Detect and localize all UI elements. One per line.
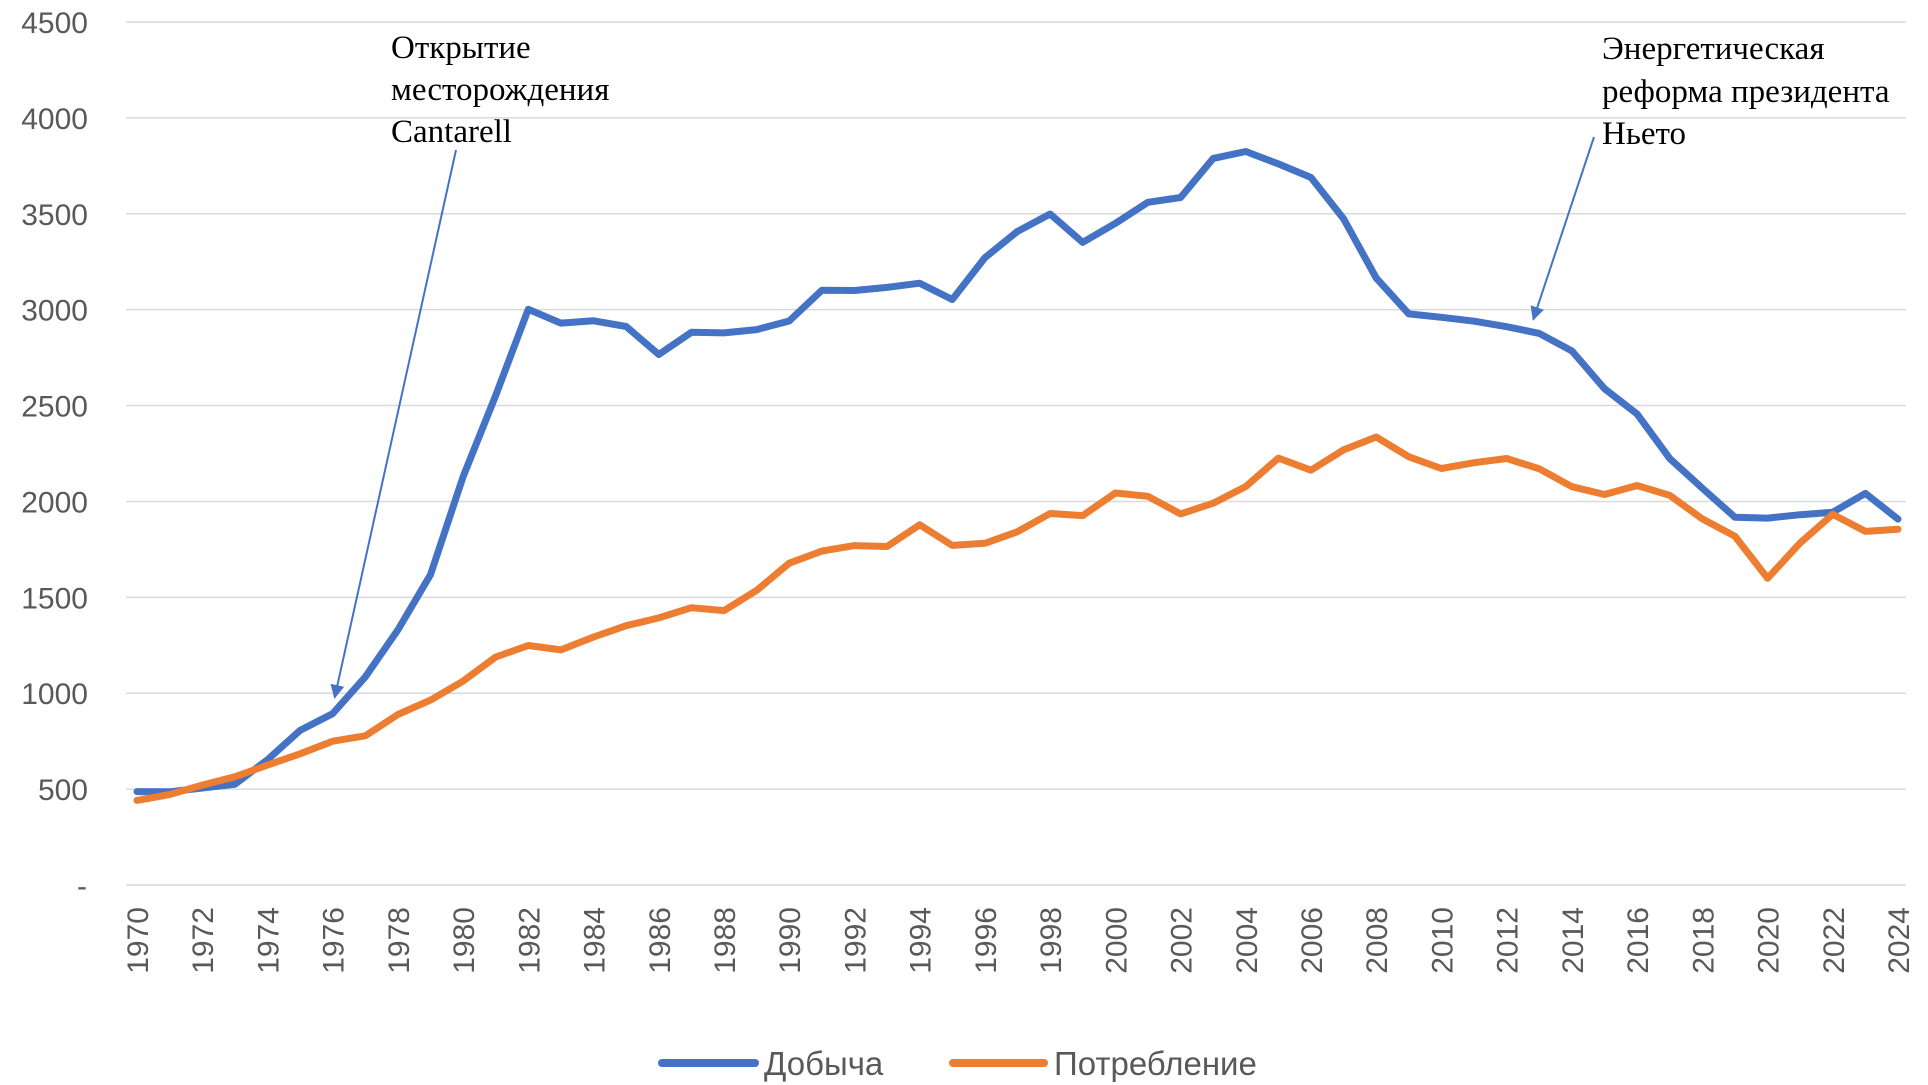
x-tick-label: 1994 [905,907,938,974]
x-tick-label: 1970 [122,907,155,974]
annotation-nieto-line3: Ньето [1602,116,1686,152]
x-tick-label: 1996 [970,907,1003,974]
x-tick-label: 2006 [1296,907,1329,974]
x-tick-label: 2024 [1883,907,1916,974]
annotation-cantarell: Открытие месторождения Cantarell [330,30,609,699]
annotation-cantarell-line1: Открытие [391,30,531,66]
y-tick-label: 3500 [21,199,88,232]
x-tick-label: 2002 [1166,907,1199,974]
y-tick-label: 500 [38,774,88,807]
x-tick-label: 2004 [1231,907,1264,974]
x-tick-label: 2008 [1361,907,1394,974]
x-tick-label: 1984 [579,907,612,974]
x-tick-label: 1982 [513,907,546,974]
series-lines [133,148,1902,804]
y-tick-label: 4000 [21,103,88,136]
x-tick-label: 2022 [1818,907,1851,974]
x-tick-label: 2014 [1557,907,1590,974]
annotation-nieto-arrow [1530,136,1595,321]
x-tick-label: 1974 [252,907,285,974]
x-tick-label: 2000 [1100,907,1133,974]
y-tick-label: 1500 [21,582,88,615]
legend-item-consumption: Потребление [949,1045,1257,1082]
y-tick-label: 3000 [21,295,88,328]
annotation-cantarell-line2: месторождения [391,72,609,108]
x-tick-label: 2012 [1492,907,1525,974]
gridlines [126,21,1906,886]
legend-label-consumption: Потребление [1054,1045,1257,1082]
legend-label-production: Добыча [764,1045,884,1082]
x-axis: 1970 1972 1974 1976 1978 1980 1982 1984 1986 1988… [122,907,1916,974]
series-line-production [133,148,1902,796]
x-tick-label: 1992 [839,907,872,974]
x-tick-label: 1990 [774,907,807,974]
x-tick-label: 2020 [1753,907,1786,974]
y-tick-label: 2500 [21,391,88,424]
x-tick-label: 1988 [709,907,742,974]
x-tick-label: 2010 [1426,907,1459,974]
annotation-cantarell-line3: Cantarell [391,114,512,150]
x-tick-label: 1978 [383,907,416,974]
annotation-nieto-line1: Энергетическая [1602,31,1825,67]
y-tick-label: 4500 [21,7,88,40]
annotation-nieto-line2: реформа президента [1602,74,1890,110]
y-tick-label: 2000 [21,486,88,519]
x-tick-label: 1976 [318,907,351,974]
annotation-cantarell-arrow [330,149,457,699]
legend-item-production: Добыча [658,1045,884,1082]
annotations: Открытие месторождения Cantarell Энергет… [330,30,1890,699]
x-tick-label: 1980 [448,907,481,974]
x-tick-label: 1986 [644,907,677,974]
x-tick-label: 1972 [187,907,220,974]
series-line-consumption [133,433,1902,804]
legend: Добыча Потребление [658,1045,1257,1082]
y-tick-label: - [77,870,87,903]
y-tick-label: 1000 [21,678,88,711]
x-tick-label: 1998 [1035,907,1068,974]
y-axis: - 500 1000 1500 2000 2500 3000 3500 4000 4500 [21,7,88,903]
x-tick-label: 2018 [1687,907,1720,974]
annotation-nieto: Энергетическая реформа президента Ньето [1530,31,1890,321]
x-tick-label: 2016 [1622,907,1655,974]
